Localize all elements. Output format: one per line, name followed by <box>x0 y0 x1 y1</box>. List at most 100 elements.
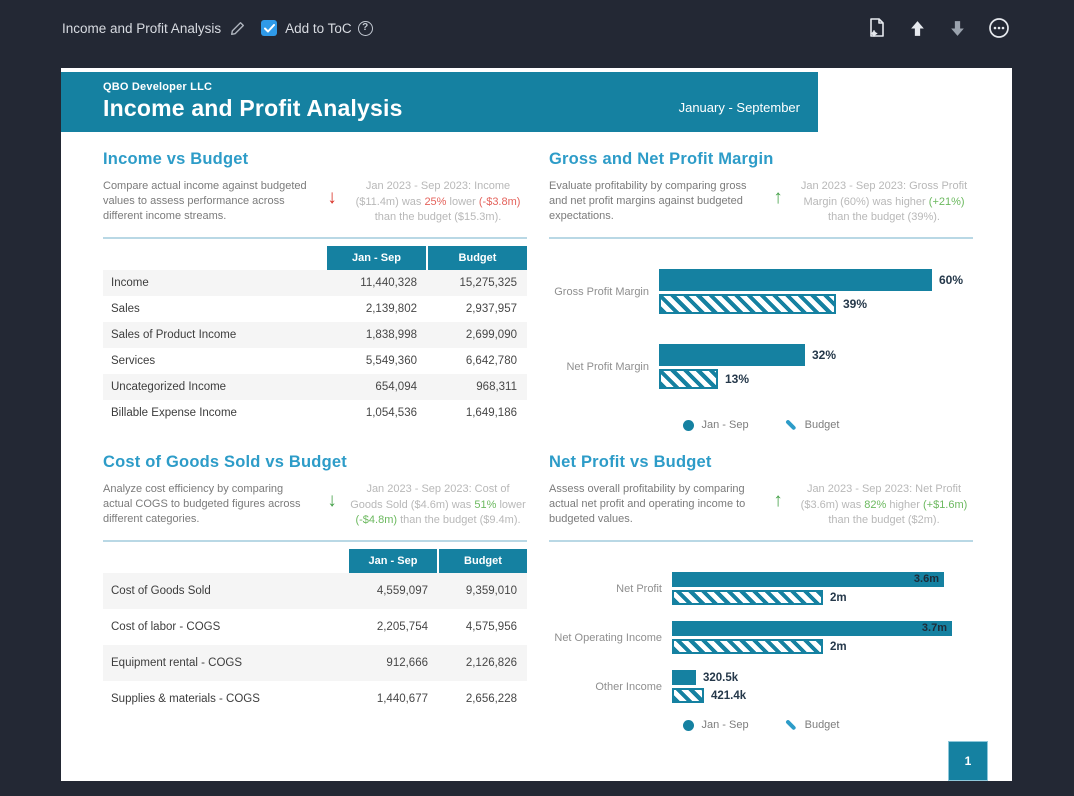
chart-category-label: Net Operating Income <box>554 631 662 644</box>
separator <box>549 237 973 239</box>
more-options-icon[interactable] <box>988 17 1010 39</box>
page-number: 1 <box>948 741 988 781</box>
report-period: January - September <box>678 100 800 115</box>
table-row: Supplies & materials - COGS 1,440,677 2,65… <box>103 681 527 717</box>
table-column-header: Jan - Sep <box>327 246 427 270</box>
section-title: Gross and Net Profit Margin <box>549 150 774 168</box>
data-table: Jan - Sep Budget Income 11,440,328 15,275,32… <box>103 246 527 426</box>
legend-slash-icon <box>785 419 797 431</box>
add-to-toc-label: Add to ToC <box>285 20 352 36</box>
income-budget-table: Jan - Sep Budget Income 11,440,328 15,275,32… <box>103 246 527 426</box>
chart-legend: Jan - Sep Budget <box>549 719 973 731</box>
table-row: Uncategorized Income 654,094 968,311 <box>103 374 527 400</box>
row-value: 2,656,228 <box>465 693 517 705</box>
move-up-icon[interactable] <box>908 19 927 38</box>
row-label: Cost of labor - COGS <box>111 621 221 633</box>
chart-row: Net Profit 3.6m 2m <box>549 572 973 605</box>
bar-value-label: 13% <box>725 372 750 386</box>
legend-slash-icon <box>785 719 797 731</box>
legend-dot-icon <box>682 719 694 731</box>
table-column-header: Budget <box>426 246 527 270</box>
legend-label: Budget <box>804 719 840 731</box>
section-description: Compare actual income against budgeted v… <box>103 180 307 223</box>
row-value: 2,139,802 <box>365 303 417 315</box>
table-row: Services 5,549,360 6,642,780 <box>103 348 527 374</box>
section-gross-net-profit-margin: Gross and Net Profit Margin Evaluate pro… <box>549 150 973 453</box>
legend-item: Budget <box>785 719 840 731</box>
chart-category-label: Gross Profit Margin <box>554 285 649 298</box>
bar-value-label: 60% <box>939 273 964 287</box>
cogs-budget-table: Jan - Sep Budget Cost of Goods Sold 4,559,0… <box>103 549 527 717</box>
row-value: 5,549,360 <box>365 355 417 367</box>
company-name: QBO Developer LLC <box>103 81 213 93</box>
table-row: Sales 2,139,802 2,937,957 <box>103 296 527 322</box>
chart-row: Gross Profit Margin 60% 39% <box>549 269 973 314</box>
actual-bar <box>672 670 696 685</box>
budget-bar <box>672 688 704 703</box>
table-column-header: Jan - Sep <box>349 549 438 573</box>
row-value: 15,275,325 <box>459 277 517 289</box>
row-value: 2,699,090 <box>465 329 517 341</box>
report-header-band: QBO Developer LLC Income and Profit Anal… <box>61 72 818 132</box>
legend-item: Jan - Sep <box>682 419 749 431</box>
net-profit-bar-chart: Net Profit 3.6m 2m Net Operating Income 3.7m… <box>549 572 973 731</box>
row-label: Sales <box>111 303 140 315</box>
row-label: Supplies & materials - COGS <box>111 693 260 705</box>
row-value: 4,559,097 <box>376 585 428 597</box>
legend-label: Jan - Sep <box>701 419 749 431</box>
trend-arrow-icon: ↑ <box>773 490 783 511</box>
move-down-icon[interactable] <box>948 19 967 38</box>
table-corner <box>103 549 349 573</box>
row-value: 2,937,957 <box>465 303 517 315</box>
trend-arrow-icon: ↓ <box>327 490 337 511</box>
edit-pencil-icon[interactable] <box>230 21 245 36</box>
row-label: Uncategorized Income <box>111 381 227 393</box>
report-page: QBO Developer LLC Income and Profit Anal… <box>61 68 1012 781</box>
section-summary: Jan 2023 - Sep 2023: Gross Profit Margin… <box>800 180 968 224</box>
table-row: Cost of labor - COGS 2,205,754 4,575,956 <box>103 609 527 645</box>
row-value: 2,126,826 <box>465 657 517 669</box>
row-value: 2,205,754 <box>376 621 428 633</box>
section-description: Evaluate profitability by comparing gros… <box>549 180 747 223</box>
bar-value-label: 3.6m <box>913 573 939 585</box>
row-value: 11,440,328 <box>360 277 417 289</box>
row-value: 1,649,186 <box>465 407 517 419</box>
section-income-vs-budget: Income vs Budget Compare actual income a… <box>103 150 527 453</box>
add-to-toc-checkbox[interactable] <box>261 20 278 36</box>
separator <box>103 540 527 542</box>
table-row: Billable Expense Income 1,054,536 1,649,18… <box>103 400 527 426</box>
row-label: Cost of Goods Sold <box>111 585 211 597</box>
bar-value-label: 2m <box>830 591 847 604</box>
document-title: Income and Profit Analysis <box>62 20 222 36</box>
table-row: Sales of Product Income 1,838,998 2,699,09… <box>103 322 527 348</box>
table-column-header: Budget <box>437 549 527 573</box>
toolbar: Income and Profit Analysis Add to ToC ? <box>0 0 1074 56</box>
row-value: 1,054,536 <box>365 407 417 419</box>
legend-dot-icon <box>682 419 694 431</box>
bar-value-label: 421.4k <box>711 689 747 702</box>
chart-category-label: Other Income <box>595 680 662 693</box>
chart-category-label: Net Profit <box>616 582 662 595</box>
budget-bar <box>659 369 718 389</box>
actual-bar <box>659 344 805 366</box>
chart-row: Net Operating Income 3.7m 2m <box>549 621 973 654</box>
section-summary: Jan 2023 - Sep 2023: Net Profit ($3.6m) … <box>800 483 968 527</box>
row-label: Billable Expense Income <box>111 407 237 419</box>
page-settings-icon[interactable] <box>867 17 887 39</box>
row-value: 912,666 <box>386 657 428 669</box>
table-corner <box>103 246 327 270</box>
section-summary: Jan 2023 - Sep 2023: Cost of Goods Sold … <box>350 483 526 527</box>
row-value: 654,094 <box>375 381 417 393</box>
chart-legend: Jan - Sep Budget <box>549 419 973 431</box>
actual-bar: 3.6m <box>672 572 944 587</box>
row-label: Equipment rental - COGS <box>111 657 243 669</box>
help-circle-icon[interactable]: ? <box>357 20 373 36</box>
section-description: Analyze cost efficiency by comparing act… <box>103 483 301 526</box>
section-cogs-vs-budget: Cost of Goods Sold vs Budget Analyze cos… <box>103 453 527 731</box>
separator <box>549 540 973 542</box>
separator <box>103 237 527 239</box>
row-value: 6,642,780 <box>465 355 517 367</box>
budget-bar <box>659 294 836 314</box>
chart-row: Other Income 320.5k 421.4k <box>549 670 973 703</box>
data-table: Jan - Sep Budget Cost of Goods Sold 4,559,0… <box>103 549 527 717</box>
